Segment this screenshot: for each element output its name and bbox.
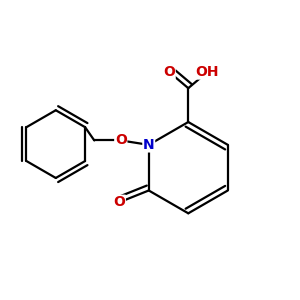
Text: O: O	[115, 134, 127, 147]
Text: OH: OH	[196, 65, 219, 79]
Text: O: O	[113, 195, 125, 209]
Text: N: N	[143, 138, 154, 152]
Text: O: O	[163, 65, 175, 79]
